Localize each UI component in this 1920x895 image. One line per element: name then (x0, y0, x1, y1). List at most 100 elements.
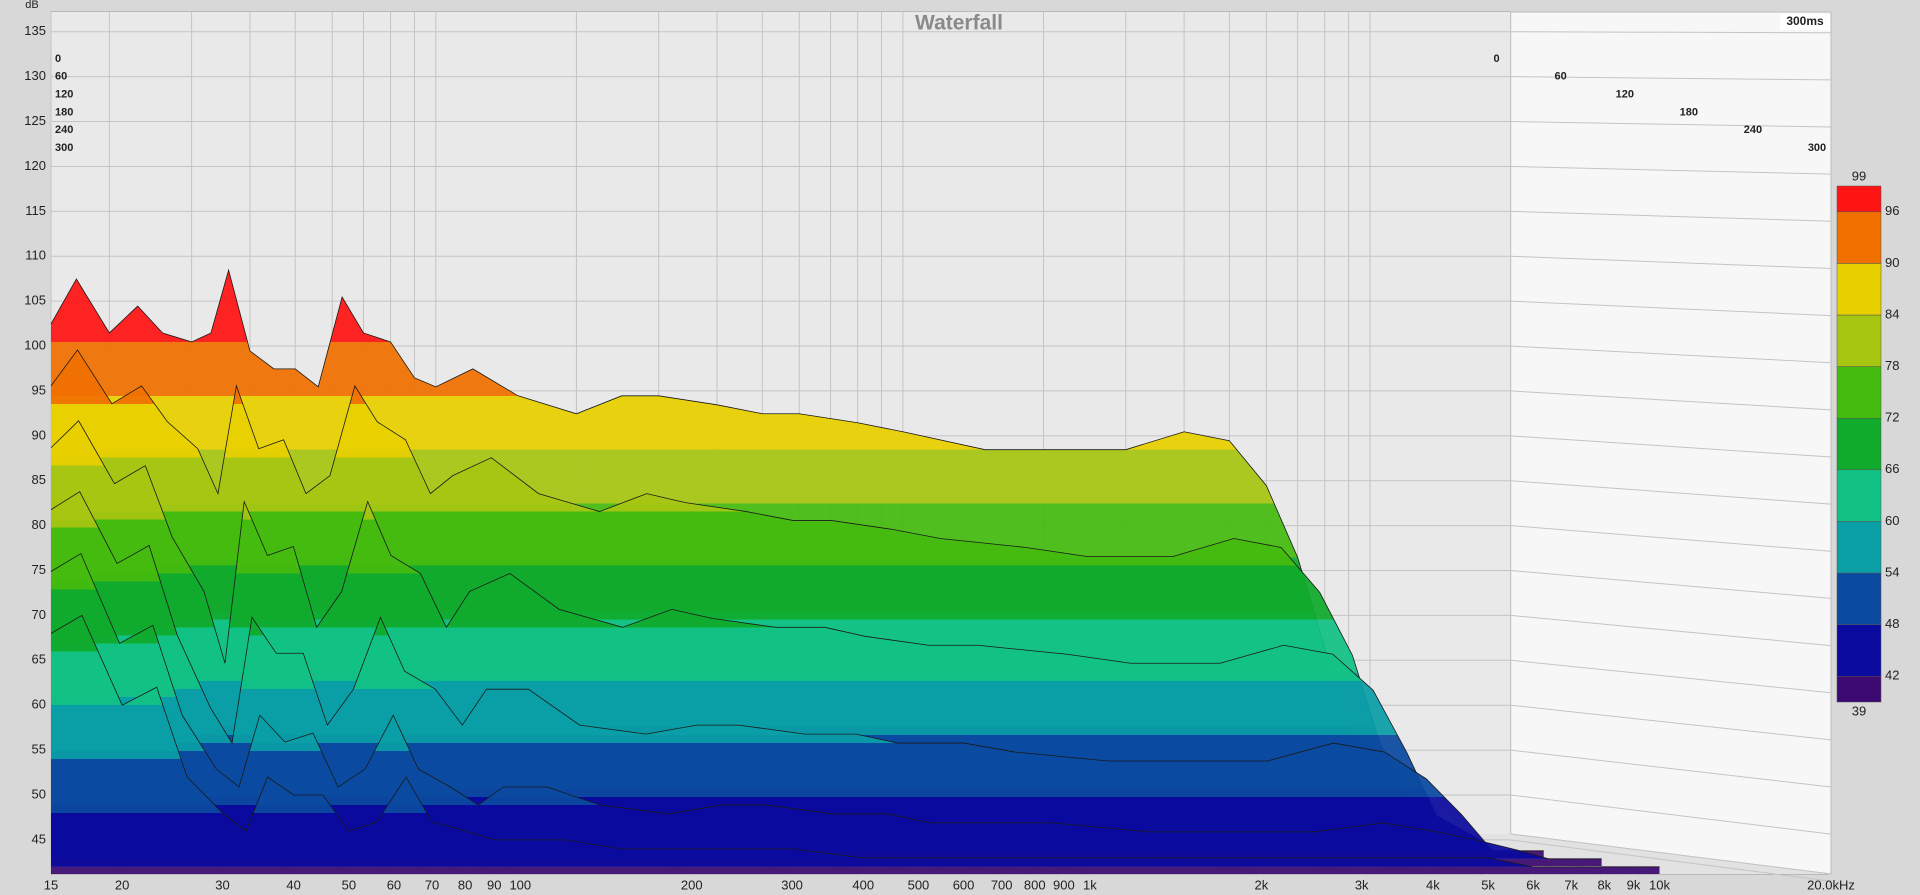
time-label: 180 (1680, 106, 1698, 118)
x-tick-label: 100 (509, 877, 531, 892)
x-tick-label: 3k (1355, 877, 1369, 892)
x-tick-label: 1k (1083, 877, 1097, 892)
y-tick-label: 120 (24, 158, 46, 173)
x-tick-label: 15 (44, 877, 58, 892)
x-tick-label: 500 (908, 877, 930, 892)
time-label: 120 (55, 89, 73, 101)
colorbar-label: 66 (1885, 461, 1899, 476)
grid-line (1510, 570, 1832, 599)
colorbar-segment (1836, 624, 1882, 677)
x-tick-label: 900 (1053, 877, 1075, 892)
grid-line (1510, 165, 1832, 175)
colorbar-label: 84 (1885, 306, 1899, 321)
time-label: 300 (55, 142, 73, 154)
colorbar-label: 90 (1885, 255, 1899, 270)
y-tick-label: 90 (32, 427, 46, 442)
y-tick-label: 130 (24, 68, 46, 83)
x-tick-label: 8k (1597, 877, 1611, 892)
x-tick-label: 20.0kHz (1807, 877, 1855, 892)
time-label: 240 (1744, 124, 1762, 136)
colorbar-label: 72 (1885, 410, 1899, 425)
slice-line (50, 491, 1544, 852)
slice-line (50, 420, 1487, 844)
colorbar-label: 39 (1852, 703, 1866, 718)
time-end-label: 300ms (1786, 14, 1824, 28)
x-tick-label: 700 (991, 877, 1013, 892)
x-tick-label: 70 (425, 877, 439, 892)
time-label: 180 (55, 106, 73, 118)
grid-line (1510, 435, 1832, 458)
slice-fill (51, 553, 1602, 866)
y-tick-label: 95 (32, 382, 46, 397)
surfaces (50, 268, 1660, 874)
grid-line (1510, 390, 1832, 411)
y-tick-label: 85 (32, 472, 46, 487)
grid-line (1510, 659, 1832, 694)
colorbar-segment (1836, 314, 1882, 367)
y-axis-label: dB (25, 0, 38, 11)
x-tick-label: 40 (286, 877, 300, 892)
colorbar-segment (1836, 469, 1882, 522)
y-tick-label: 65 (32, 652, 46, 667)
chart-title: Waterfall (915, 12, 1003, 35)
grid-line (1510, 704, 1832, 741)
y-tick-label: 75 (32, 562, 46, 577)
x-tick-label: 4k (1426, 877, 1440, 892)
grid-line (1510, 255, 1832, 269)
x-tick-label: 90 (487, 877, 501, 892)
grid-line (1510, 614, 1832, 647)
slice-line (50, 268, 1371, 774)
x-tick-label: 800 (1024, 877, 1046, 892)
colorbar-segment (1836, 366, 1882, 419)
grid-line (1510, 749, 1832, 788)
y-tick-label: 105 (24, 293, 46, 308)
x-tick-label: 7k (1564, 877, 1578, 892)
grid-line (1510, 31, 1832, 34)
slice-fill (51, 615, 1660, 874)
grid-line (1510, 839, 1832, 882)
grid-line (1510, 794, 1832, 835)
colorbar-segment (1836, 263, 1882, 316)
x-tick-label: 9k (1627, 877, 1641, 892)
time-label: 0 (55, 53, 61, 65)
grid-line (1510, 121, 1832, 128)
y-tick-label: 135 (24, 23, 46, 38)
x-tick-label: 2k (1255, 877, 1269, 892)
colorbar-segment (1836, 417, 1882, 471)
slice-line (50, 552, 1602, 860)
x-tick-label: 80 (458, 877, 472, 892)
slice-fill (51, 491, 1544, 858)
x-tick-label: 400 (852, 877, 874, 892)
x-tick-label: 60 (387, 877, 401, 892)
y-tick-label: 80 (32, 517, 46, 532)
grid-line (1510, 76, 1832, 81)
colorbar-label: 78 (1885, 358, 1899, 373)
grid-line (1510, 833, 1832, 875)
x-tick-label: 20 (115, 877, 129, 892)
colorbar-segment (1836, 185, 1882, 213)
colorbar-label: 60 (1885, 513, 1899, 528)
y-tick-label: 110 (25, 248, 46, 263)
colorbar-segment (1836, 211, 1882, 264)
slice-line (50, 614, 1660, 868)
colorbar-segment (1836, 675, 1882, 703)
grid-line (1510, 345, 1832, 364)
y-tick-label: 55 (32, 742, 46, 757)
y-tick-label: 50 (32, 786, 46, 801)
y-tick-label: 70 (32, 607, 46, 622)
colorbar-label: 99 (1852, 168, 1866, 183)
x-tick-label: 6k (1526, 877, 1540, 892)
x-tick-label: 600 (953, 877, 975, 892)
time-label: 300 (1808, 142, 1826, 154)
side-wall (1510, 11, 1832, 875)
time-label: 0 (1494, 53, 1500, 65)
time-label: 120 (1616, 89, 1634, 101)
grid-line (1510, 480, 1832, 505)
grid-line (1510, 525, 1832, 552)
colorbar-segment (1836, 572, 1882, 625)
y-tick-label: 100 (24, 337, 46, 352)
grid-line (1510, 300, 1832, 317)
x-tick-label: 10k (1649, 877, 1670, 892)
